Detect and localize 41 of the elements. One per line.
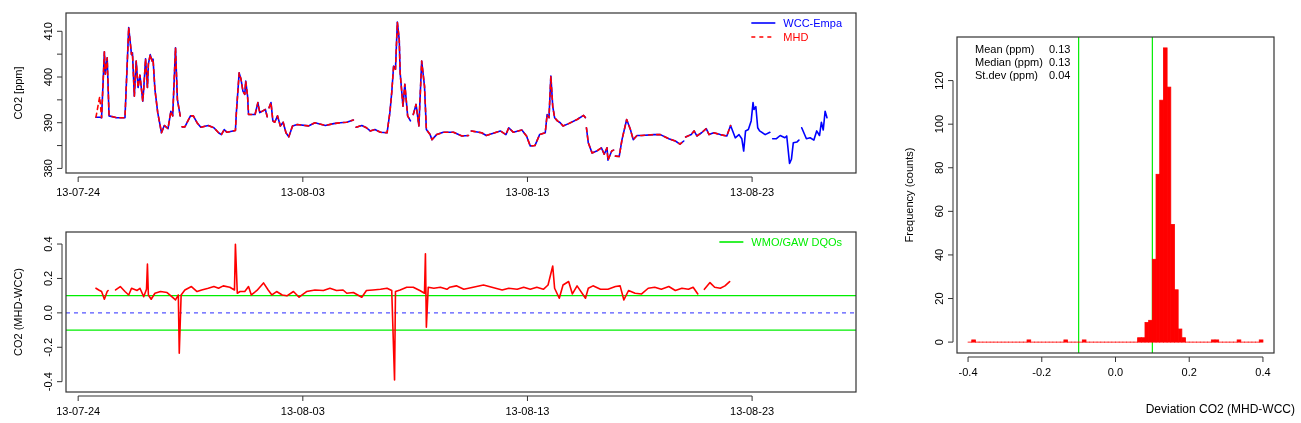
- annotation: Median (ppm): [975, 56, 1043, 68]
- x-tick-label: 13-07-24: [56, 186, 101, 198]
- y-tick-label: 40: [933, 248, 945, 262]
- legend-label: MHD: [783, 31, 809, 43]
- annotation: St.dev (ppm): [975, 69, 1038, 81]
- y-tick-label: 380: [42, 159, 54, 178]
- annotation: 0.04: [1049, 69, 1071, 81]
- y-tick-label: 20: [933, 292, 945, 305]
- y-tick-label: 0.2: [42, 270, 54, 287]
- y-tick-label: 390: [42, 113, 54, 132]
- x-tick-label: 13-08-13: [505, 186, 550, 198]
- y-tick-label: 120: [933, 71, 945, 90]
- x-tick-label: 13-08-23: [730, 186, 775, 198]
- y-tick-label: 80: [933, 161, 945, 174]
- x-tick-label: 13-08-13: [505, 405, 550, 417]
- y-axis-title: CO2 (MHD-WCC): [12, 268, 24, 356]
- y-tick-label: 100: [933, 114, 945, 134]
- x-tick-label: 0.4: [1255, 366, 1271, 378]
- y-tick-label: 0: [933, 339, 945, 346]
- x-tick-label: -0.4: [958, 366, 978, 378]
- legend-label: WMO/GAW DQOs: [751, 236, 843, 248]
- annotation: 0.13: [1049, 43, 1071, 55]
- y-axis-title: Frequency (counts): [903, 147, 915, 243]
- y-tick-label: 0.4: [42, 236, 54, 252]
- x-tick-label: 13-08-23: [730, 405, 775, 417]
- x-tick-label: -0.2: [1032, 366, 1052, 378]
- x-tick-label: 13-07-24: [56, 405, 101, 417]
- y-tick-label: -0.2: [42, 337, 54, 357]
- x-tick-label: 0.2: [1181, 366, 1197, 378]
- x-tick-label: 13-08-03: [280, 186, 325, 198]
- y-tick-label: 410: [42, 22, 54, 41]
- y-axis-title: CO2 [ppm]: [12, 66, 24, 120]
- x-axis-title: Deviation CO2 (MHD-WCC): [1145, 402, 1295, 416]
- annotation: 0.13: [1049, 56, 1071, 68]
- y-tick-label: 60: [933, 205, 945, 218]
- y-tick-label: 0.0: [42, 305, 54, 321]
- x-tick-label: 13-08-03: [280, 405, 325, 417]
- annotation: Mean (ppm): [975, 43, 1035, 55]
- legend-label: WCC-Empa: [783, 17, 843, 29]
- y-tick-label: 400: [42, 67, 54, 87]
- x-tick-label: 0.0: [1107, 366, 1124, 378]
